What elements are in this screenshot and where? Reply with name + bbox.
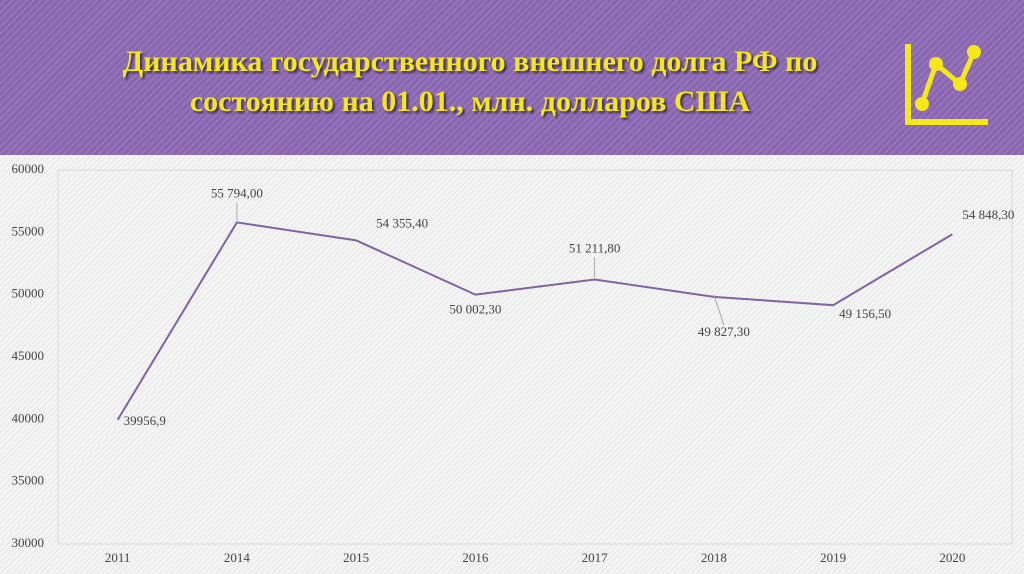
x-tick-label: 2017 xyxy=(582,550,609,565)
data-label: 49 156,50 xyxy=(839,306,891,321)
x-tick-label: 2016 xyxy=(462,550,489,565)
data-label: 51 211,80 xyxy=(569,241,621,256)
x-tick-label: 2018 xyxy=(701,550,727,565)
data-label: 49 827,30 xyxy=(698,324,750,339)
x-tick-label: 2011 xyxy=(105,550,131,565)
data-label: 55 794,00 xyxy=(211,185,263,200)
y-tick-label: 40000 xyxy=(12,410,45,425)
data-line xyxy=(116,221,953,421)
x-tick-label: 2019 xyxy=(820,550,846,565)
y-tick-label: 60000 xyxy=(12,161,45,176)
chart-icon xyxy=(905,44,988,125)
leader-line xyxy=(713,294,725,325)
y-tick-label: 55000 xyxy=(12,223,45,238)
header: Динамика государственного внешнего долга… xyxy=(0,0,1024,155)
data-label: 54 355,40 xyxy=(376,215,428,230)
x-tick-label: 2020 xyxy=(939,550,965,565)
data-label: 39956,9 xyxy=(124,413,166,428)
x-tick-label: 2014 xyxy=(224,550,251,565)
y-tick-label: 30000 xyxy=(12,535,45,550)
x-tick-label: 2015 xyxy=(343,550,369,565)
plot-border xyxy=(57,169,1013,545)
chart-background xyxy=(0,155,1024,574)
y-tick-label: 45000 xyxy=(12,348,45,363)
data-label: 50 002,30 xyxy=(449,302,501,317)
chart: 30000 35000 40000 45000 50000 55000 60000 2011 2… xyxy=(0,155,1024,574)
y-tick-label: 35000 xyxy=(12,473,45,488)
y-tick-label: 50000 xyxy=(12,286,45,301)
chart-title: Динамика государственного внешнего долга… xyxy=(122,45,818,118)
data-label: 54 848,30 xyxy=(962,207,1014,222)
